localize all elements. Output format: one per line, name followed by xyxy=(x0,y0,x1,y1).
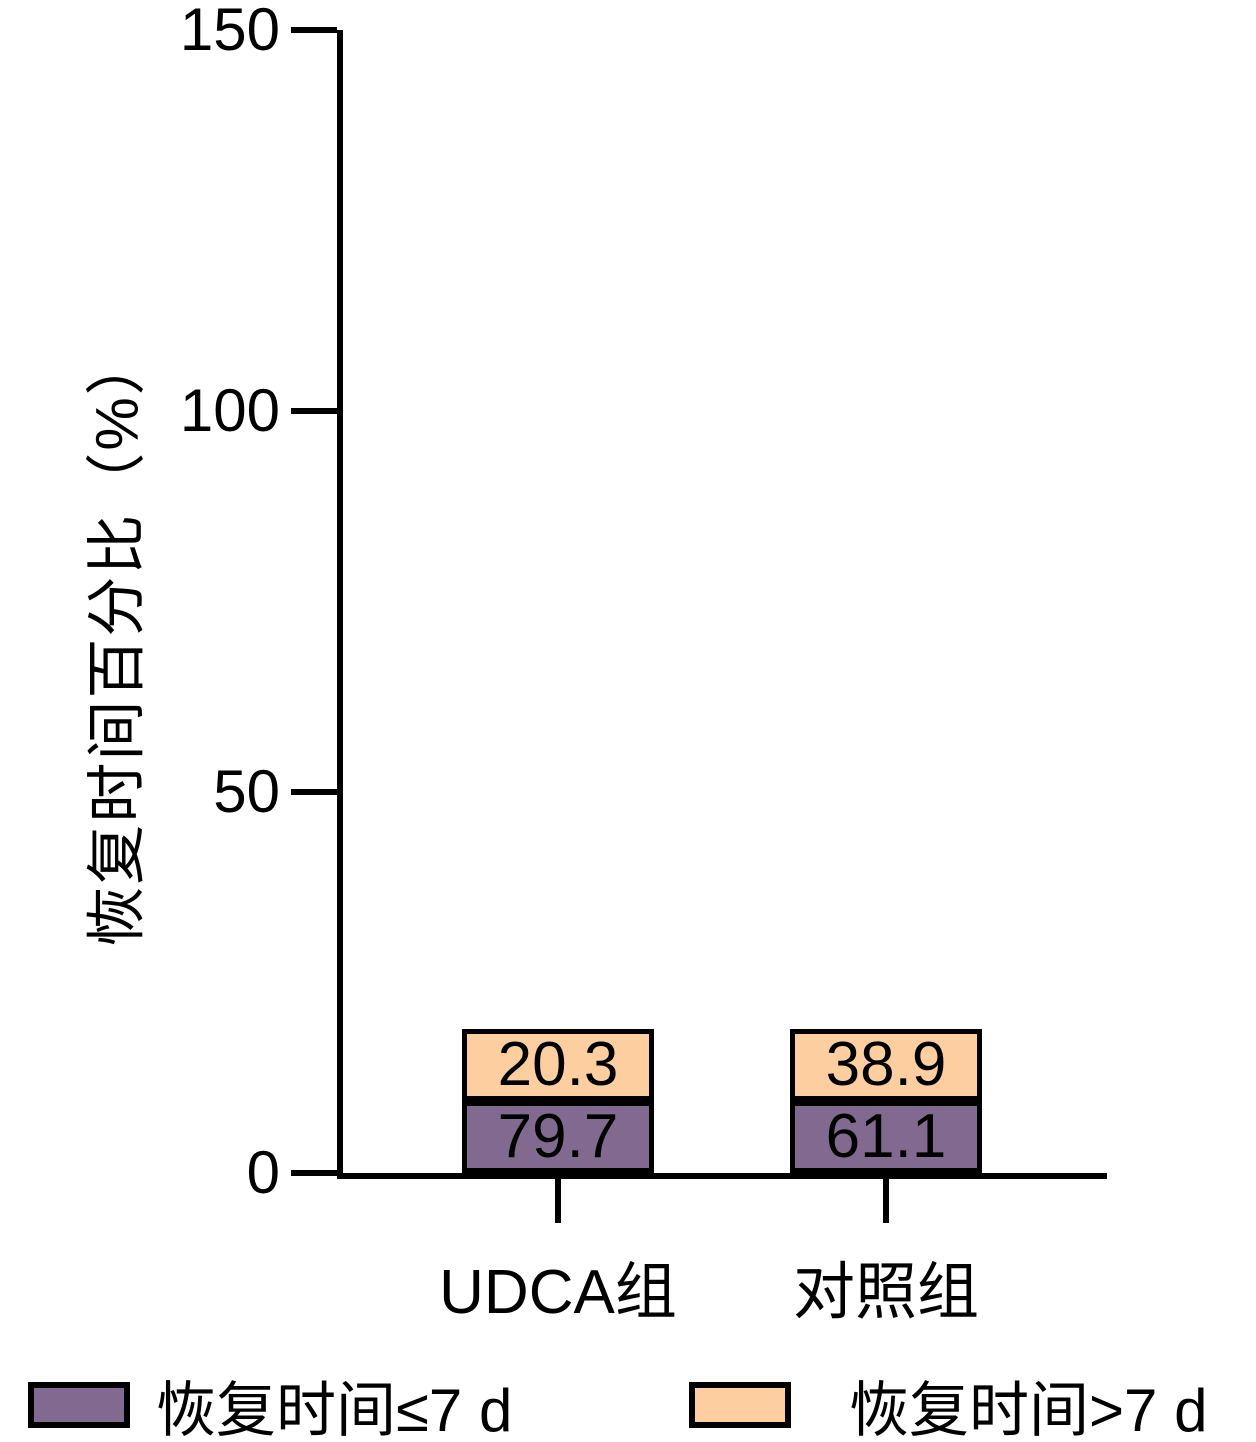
x-axis-tick-udca xyxy=(555,1179,561,1223)
x-axis-label-control: 对照组 xyxy=(792,1258,979,1327)
y-axis-tick-label-100: 100 xyxy=(179,377,280,444)
y-axis-tick-150 xyxy=(291,27,337,33)
legend-label-le7d: 恢复时间≤7 d xyxy=(156,1376,513,1442)
x-axis-label-udca: UDCA组 xyxy=(439,1258,677,1327)
legend-item-gt7d: 恢复时间>7 d xyxy=(689,1368,1207,1442)
value-label-udca-gt7d: 20.3 xyxy=(497,1030,619,1099)
legend-swatch-purple xyxy=(28,1382,130,1428)
legend-label-gt7d: 恢复时间>7 d xyxy=(849,1376,1208,1442)
bar-udca-group: 20.3 79.7 xyxy=(462,1029,654,1173)
y-axis-tick-label-50: 50 xyxy=(213,758,280,825)
y-axis-tick-50 xyxy=(291,789,337,796)
bar-control-segment-gt7d: 38.9 xyxy=(790,1029,982,1101)
bar-control-segment-le7d: 61.1 xyxy=(790,1101,982,1173)
legend-item-le7d: 恢复时间≤7 d xyxy=(28,1368,512,1442)
value-label-control-le7d: 61.1 xyxy=(825,1102,947,1171)
legend-swatch-orange xyxy=(689,1382,791,1428)
y-axis-tick-100 xyxy=(291,408,337,415)
y-axis-tick-label-0: 0 xyxy=(246,1139,280,1206)
legend: 恢复时间≤7 d 恢复时间>7 d xyxy=(0,1368,1256,1442)
y-axis-title: 恢复时间百分比（%） xyxy=(83,333,151,947)
value-label-control-gt7d: 38.9 xyxy=(825,1030,947,1099)
y-axis-tick-label-150: 150 xyxy=(179,0,280,63)
bar-udca-segment-le7d: 79.7 xyxy=(462,1101,654,1173)
value-label-udca-le7d: 79.7 xyxy=(497,1102,619,1171)
bar-udca-segment-gt7d: 20.3 xyxy=(462,1029,654,1101)
y-axis-tick-0 xyxy=(291,1170,337,1176)
bar-control-group: 38.9 61.1 xyxy=(790,1029,982,1173)
x-axis-tick-control xyxy=(883,1179,889,1223)
plot-area: 0 50 100 150 20.3 79.7 38.9 61.1 UDCA组 对… xyxy=(180,0,1107,1327)
